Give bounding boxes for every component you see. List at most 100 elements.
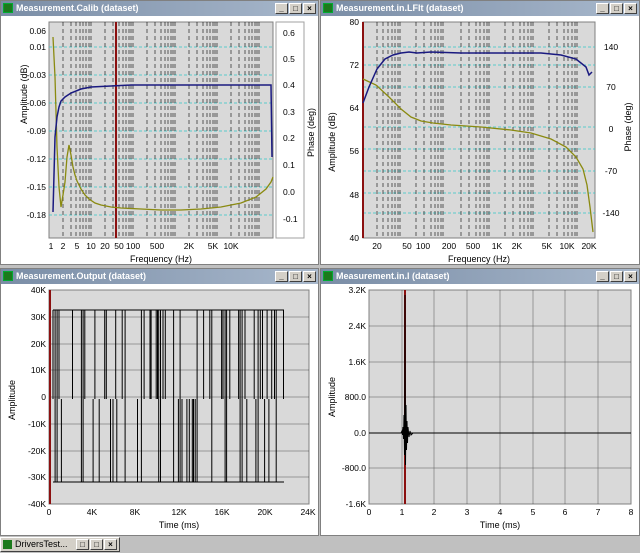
tick-label: 40 <box>350 233 360 243</box>
tick-label: 50 <box>114 241 124 251</box>
minimize-button[interactable]: _ <box>596 271 609 282</box>
output-xticks: 0 4K 8K 12K 16K 20K 24K <box>47 507 316 517</box>
tick-label: 2.4K <box>349 321 367 331</box>
inl-chart: Amplitude Time (ms) 3.2K 2.4K 1.6K 800.0 0.0… <box>327 285 634 530</box>
tick-label: 48 <box>350 190 360 200</box>
minimized-window-label: DriversTest... <box>15 539 68 549</box>
close-button[interactable]: × <box>104 539 117 550</box>
close-button[interactable]: × <box>624 271 637 282</box>
calib-xticks: 1 2 5 10 20 50 100 500 2K 5K 10K <box>49 241 239 251</box>
tick-label: 2 <box>432 507 437 517</box>
inl-impulse <box>400 294 414 466</box>
tick-label: 50 <box>402 241 412 251</box>
maximize-button[interactable]: □ <box>289 271 302 282</box>
calib-vgrid <box>62 22 260 238</box>
tick-label: 10 <box>86 241 96 251</box>
calib-titlebar[interactable]: Measurement.Calib (dataset) _ □ × <box>1 1 318 16</box>
tick-label: -20K <box>28 446 46 456</box>
calib-amplitude-curve <box>52 84 273 213</box>
tick-label: 3.2K <box>349 285 367 295</box>
output-signal <box>52 309 284 483</box>
inl-window-title: Measurement.in.l (dataset) <box>336 271 450 281</box>
tick-label: 0.1 <box>283 160 295 170</box>
calib-window-title: Measurement.Calib (dataset) <box>16 3 139 13</box>
lflt-amplitude-curve <box>362 51 593 104</box>
tick-label: 0 <box>47 507 52 517</box>
inl-grid <box>369 290 631 504</box>
tick-label: -30K <box>28 472 46 482</box>
maximize-button[interactable]: □ <box>610 3 623 14</box>
tick-label: -0.15 <box>27 182 47 192</box>
tick-label: 5K <box>208 241 219 251</box>
tick-label: -70 <box>605 166 618 176</box>
tick-label: 0.3 <box>283 107 295 117</box>
tick-label: 100 <box>126 241 140 251</box>
window-icon <box>323 3 333 13</box>
window-icon <box>3 540 12 549</box>
lflt-plot-area <box>362 21 596 239</box>
tick-label: -800.0 <box>342 463 366 473</box>
lflt-chart: Amplitude (dB) Phase (deg) Frequency (Hz… <box>327 17 633 264</box>
tick-label: 2K <box>512 241 523 251</box>
minimize-button[interactable]: _ <box>275 271 288 282</box>
tick-label: 2K <box>184 241 195 251</box>
maximize-button[interactable]: □ <box>289 3 302 14</box>
tick-label: 10K <box>559 241 574 251</box>
close-button[interactable]: × <box>624 3 637 14</box>
output-ylabel: Amplitude <box>7 380 17 420</box>
tick-label: 140 <box>604 42 618 52</box>
tick-label: 72 <box>350 60 360 70</box>
tick-label: 0 <box>41 392 46 402</box>
lflt-ylabel-left: Amplitude (dB) <box>327 112 337 172</box>
tick-label: 1K <box>492 241 503 251</box>
lflt-window[interactable]: Measurement.in.LFlt (dataset) _ □ × <box>320 0 640 265</box>
tick-label: 20 <box>100 241 110 251</box>
maximize-button[interactable]: □ <box>90 539 103 550</box>
maximize-button[interactable]: □ <box>610 271 623 282</box>
tick-label: 0.0 <box>354 428 366 438</box>
tick-label: 0.01 <box>29 42 46 52</box>
tick-label: 64 <box>350 103 360 113</box>
tick-label: 7 <box>596 507 601 517</box>
output-window-title: Measurement.Output (dataset) <box>16 271 147 281</box>
output-window[interactable]: Measurement.Output (dataset) _ □ × Ampli… <box>0 268 319 536</box>
close-button[interactable]: × <box>303 271 316 282</box>
tick-label: 8 <box>629 507 634 517</box>
tick-label: 20K <box>257 507 272 517</box>
tick-label: 56 <box>350 146 360 156</box>
calib-window[interactable]: Measurement.Calib (dataset) _ □ × <box>0 0 319 265</box>
tick-label: 200 <box>442 241 456 251</box>
minimized-window-button[interactable]: DriversTest... □ □ × <box>0 537 120 552</box>
output-titlebar[interactable]: Measurement.Output (dataset) _ □ × <box>1 269 318 284</box>
minimize-button[interactable]: _ <box>596 3 609 14</box>
lflt-yticks-right: 140 70 0 -70 -140 <box>602 42 619 218</box>
tick-label: 16K <box>214 507 229 517</box>
calib-phase-scale <box>275 21 305 239</box>
tick-label: -0.09 <box>27 126 47 136</box>
inl-xlabel: Time (ms) <box>480 520 520 530</box>
tick-label: 20 <box>372 241 382 251</box>
lflt-titlebar[interactable]: Measurement.in.LFlt (dataset) _ □ × <box>321 1 639 16</box>
tick-label: 4 <box>498 507 503 517</box>
close-button[interactable]: × <box>303 3 316 14</box>
calib-yticks-left: 0.06 0.01 -0.03 -0.06 -0.09 -0.12 -0.15 -0.18 <box>27 26 47 220</box>
tick-label: 0.06 <box>29 26 46 36</box>
tick-label: 3 <box>465 507 470 517</box>
tick-label: -10K <box>28 419 46 429</box>
output-xlabel: Time (ms) <box>159 520 199 530</box>
restore-button[interactable]: □ <box>76 539 89 550</box>
lflt-phase-curve <box>362 78 594 233</box>
tick-label: 0 <box>367 507 372 517</box>
tick-label: 100 <box>416 241 430 251</box>
inl-yticks: 3.2K 2.4K 1.6K 800.0 0.0 -800.0 -1.6K <box>342 285 366 509</box>
tick-label: 4K <box>87 507 98 517</box>
tick-label: 2 <box>61 241 66 251</box>
calib-yticks-right: 0.6 0.5 0.4 0.3 0.2 0.1 0.0 -0.1 <box>283 28 298 224</box>
tick-label: 5 <box>531 507 536 517</box>
tick-label: -0.06 <box>27 98 47 108</box>
inl-window[interactable]: Measurement.in.l (dataset) _ □ × Amplitu… <box>320 268 640 536</box>
inl-titlebar[interactable]: Measurement.in.l (dataset) _ □ × <box>321 269 639 284</box>
lflt-yticks-left: 80 72 64 56 48 40 <box>350 17 360 243</box>
minimize-button[interactable]: _ <box>275 3 288 14</box>
inl-xticks: 0 1 2 3 4 5 6 7 8 <box>367 507 634 517</box>
